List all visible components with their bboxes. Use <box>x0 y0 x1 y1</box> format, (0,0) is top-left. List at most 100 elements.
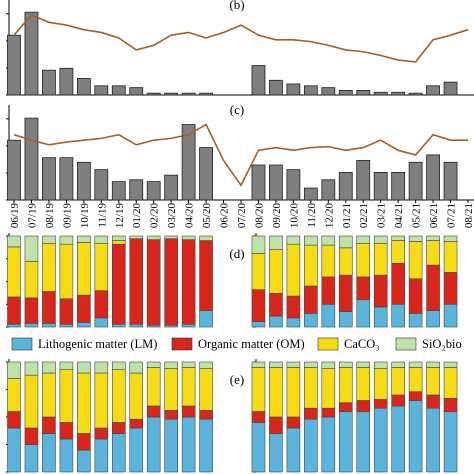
bar-segment <box>111 433 126 473</box>
bar-segment <box>391 240 405 264</box>
legend-label: SiO₂bio <box>422 337 462 351</box>
bar-segment <box>77 294 91 323</box>
bar-segment <box>286 295 301 319</box>
bar-segment <box>269 293 283 317</box>
x-tick-label: 02/20 <box>149 203 161 229</box>
x-tick-label: 08/19 <box>44 203 56 229</box>
bar <box>321 87 336 96</box>
x-tick-label: 02/21 <box>358 203 370 228</box>
bar-segment <box>304 235 318 246</box>
bar-segment <box>373 242 388 276</box>
bar-segment <box>321 244 336 278</box>
bar <box>391 91 406 96</box>
bar-segment <box>304 285 318 314</box>
bar <box>59 157 74 201</box>
bar-segment <box>251 321 266 328</box>
bar-segment <box>181 367 196 407</box>
bar-segment <box>59 323 74 328</box>
x-tick-label: 06/20 <box>219 203 231 229</box>
bar-segment <box>443 303 458 328</box>
bar-segment <box>251 361 266 368</box>
legend-label: Organic matter (OM) <box>198 337 305 351</box>
bar-segment <box>94 427 109 440</box>
bar-segment <box>251 289 266 322</box>
bar-segment <box>426 361 440 368</box>
bar-segment <box>181 416 196 473</box>
bar-segment <box>426 264 440 311</box>
bar <box>391 171 406 201</box>
panel-label: (d) <box>229 246 244 261</box>
bar-segment <box>304 361 318 368</box>
bar <box>42 157 56 201</box>
bar-segment <box>199 368 213 411</box>
bar-segment <box>321 407 336 418</box>
bar-segment <box>426 367 440 396</box>
bar-segment <box>321 303 336 328</box>
bar-segment <box>164 368 178 411</box>
bar-segment <box>111 235 126 241</box>
x-tick-label: 11/19 <box>96 203 108 228</box>
bar-segment <box>111 361 126 370</box>
bar-segment <box>426 394 440 409</box>
line <box>13 13 469 63</box>
bar-segment <box>286 243 301 297</box>
bar-segment <box>443 367 458 399</box>
bar-segment <box>7 427 21 473</box>
bar-segment <box>24 235 39 262</box>
bar-segment <box>408 313 423 328</box>
bar-segment <box>269 433 283 473</box>
bar-segment <box>42 235 56 244</box>
bar-segment <box>391 361 405 368</box>
x-tick-label: 05/21 <box>411 203 423 228</box>
bar-segment <box>338 361 353 368</box>
bar-segment <box>338 311 353 328</box>
panel-label: (e) <box>230 372 244 387</box>
bar <box>129 87 144 96</box>
bar <box>251 164 266 201</box>
bar-segment <box>77 242 91 296</box>
x-tick-label: 09/19 <box>61 203 73 229</box>
bar-segment <box>129 361 144 374</box>
bar-segment <box>164 410 178 420</box>
bar-segment <box>164 235 178 240</box>
bar-segment <box>111 422 126 434</box>
bar-segment <box>408 241 423 280</box>
bar-segment <box>304 407 318 420</box>
bar-segment <box>146 405 161 418</box>
bar <box>286 83 301 96</box>
bar-segment <box>269 249 283 294</box>
bar-segment <box>286 361 301 368</box>
bar-segment <box>42 361 56 374</box>
bar-segment <box>164 418 178 473</box>
bar-segment <box>199 310 213 328</box>
bar-segment <box>269 416 283 434</box>
legend-swatch <box>11 337 33 351</box>
bar-segment <box>24 261 39 299</box>
bar-segment <box>129 418 144 429</box>
bar-segment <box>338 411 353 473</box>
bar-segment <box>408 361 423 368</box>
bar <box>24 11 39 96</box>
bar-segment <box>7 361 21 379</box>
bar-segment <box>443 272 458 305</box>
x-tick-label: 09/20 <box>271 203 283 229</box>
bar-segment <box>42 372 56 418</box>
bar <box>338 171 353 201</box>
bar <box>286 169 301 201</box>
bar <box>146 181 161 201</box>
x-tick-label: 11/20 <box>306 203 318 228</box>
bar-segment <box>443 235 458 242</box>
bar-segment <box>42 291 56 324</box>
bar-segment <box>373 399 388 409</box>
bar-segment <box>24 297 39 324</box>
bar <box>426 154 440 201</box>
bar-segment <box>129 238 144 325</box>
bar <box>7 139 21 201</box>
bar <box>199 147 213 201</box>
bar-segment <box>94 361 109 374</box>
bar-segment <box>77 433 91 451</box>
bar-segment <box>94 372 109 429</box>
bar <box>269 79 283 96</box>
bar-segment <box>181 239 196 325</box>
bar-segment <box>338 247 353 276</box>
